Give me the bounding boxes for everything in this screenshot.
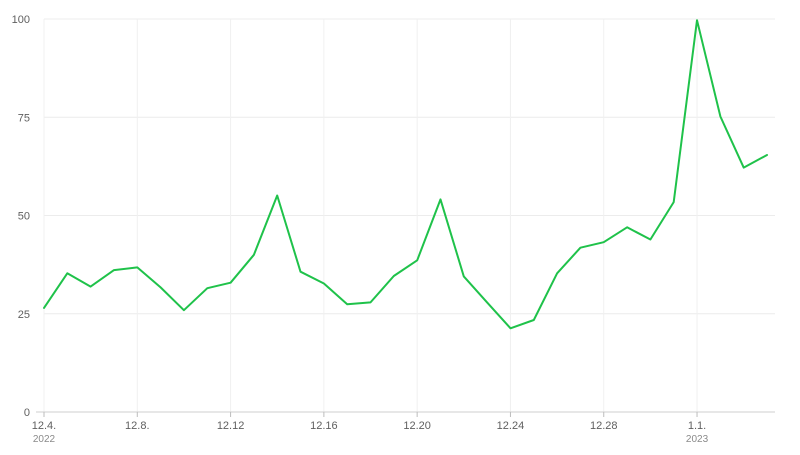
series-line xyxy=(43,19,768,330)
data-point[interactable] xyxy=(438,196,444,202)
y-tick-label: 100 xyxy=(12,14,30,26)
data-point[interactable] xyxy=(508,325,514,331)
x-tick-label: 1.1. xyxy=(688,420,706,432)
series-layer xyxy=(41,17,770,331)
data-point[interactable] xyxy=(228,280,234,286)
x-tick-label: 12.20 xyxy=(403,420,431,432)
data-point[interactable] xyxy=(671,199,677,205)
data-point[interactable] xyxy=(624,224,630,230)
data-point[interactable] xyxy=(181,307,187,313)
x-tick-label: 12.12 xyxy=(217,420,245,432)
y-tick-label: 0 xyxy=(24,407,30,419)
x-tick-label: 12.16 xyxy=(310,420,338,432)
data-point[interactable] xyxy=(64,270,70,276)
data-point[interactable] xyxy=(461,273,467,279)
data-point[interactable] xyxy=(484,299,490,305)
data-point[interactable] xyxy=(251,252,257,258)
x-tick-label: 12.24 xyxy=(497,420,525,432)
data-point[interactable] xyxy=(764,152,770,158)
data-point[interactable] xyxy=(41,305,47,311)
data-point[interactable] xyxy=(204,285,210,291)
grid-lines xyxy=(43,18,775,412)
data-point[interactable] xyxy=(717,114,723,120)
data-point[interactable] xyxy=(134,264,140,270)
data-point[interactable] xyxy=(158,284,164,290)
x-tick-year-label: 2023 xyxy=(686,434,709,445)
x-tick-label: 12.4. xyxy=(32,420,56,432)
data-point[interactable] xyxy=(111,267,117,273)
data-point[interactable] xyxy=(88,284,94,290)
x-tick-label: 12.8. xyxy=(125,420,149,432)
data-point[interactable] xyxy=(344,301,350,307)
y-tick-label: 75 xyxy=(18,112,30,124)
data-point[interactable] xyxy=(321,281,327,287)
data-point[interactable] xyxy=(391,273,397,279)
x-tick-year-label: 2022 xyxy=(33,434,56,445)
data-point[interactable] xyxy=(298,269,304,275)
data-point[interactable] xyxy=(577,245,583,251)
data-point[interactable] xyxy=(601,239,607,245)
data-point[interactable] xyxy=(368,299,374,305)
data-point[interactable] xyxy=(531,317,537,323)
data-point[interactable] xyxy=(274,193,280,199)
y-tick-label: 25 xyxy=(18,309,30,321)
x-tick-label: 12.28 xyxy=(590,420,618,432)
y-axis: 0 25 50 75 100 xyxy=(12,14,30,419)
data-point[interactable] xyxy=(694,17,700,23)
data-point[interactable] xyxy=(554,270,560,276)
data-point[interactable] xyxy=(414,257,420,263)
data-point[interactable] xyxy=(741,165,747,171)
data-point[interactable] xyxy=(647,237,653,243)
y-tick-label: 50 xyxy=(18,211,30,223)
x-axis: 12.4. 2022 12.8. 12.12 12.16 12.20 12.24 12.28 1… xyxy=(32,411,775,445)
